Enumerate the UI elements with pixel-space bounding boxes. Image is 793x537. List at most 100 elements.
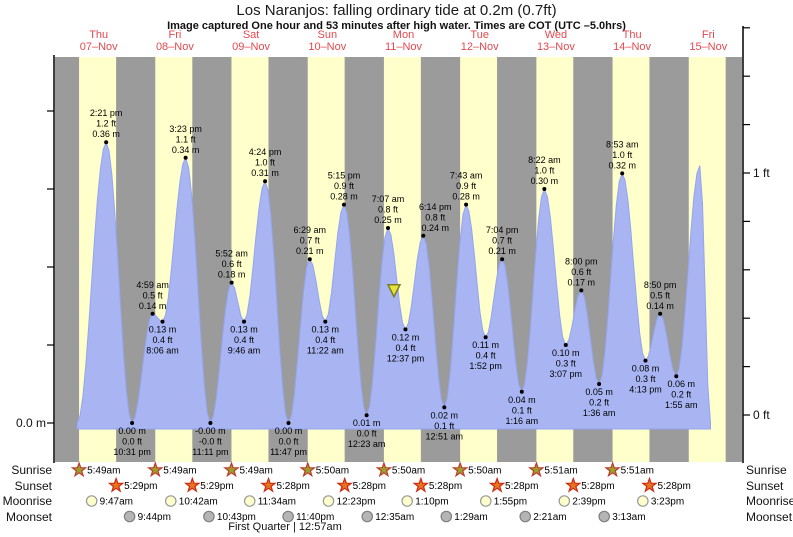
tide-point-label: 0.25 m bbox=[374, 215, 402, 225]
tide-point-label: 0.6 ft bbox=[571, 267, 592, 277]
sunrise-star-icon bbox=[70, 461, 88, 478]
tide-point-label: 12:51 am bbox=[426, 431, 464, 441]
tide-point-label: 0.0 ft bbox=[279, 437, 300, 447]
day-label-weekday: Thu bbox=[89, 29, 108, 41]
sunrise-star-icon bbox=[375, 461, 393, 478]
sunset-row-label-left: Sunset bbox=[14, 479, 52, 493]
sunrise-time: 5:49am bbox=[239, 466, 272, 477]
sunrise-time: 5:50am bbox=[316, 466, 349, 477]
tide-point-label: 1:52 pm bbox=[469, 361, 502, 371]
day-label-date: 14–Nov bbox=[613, 41, 651, 53]
tide-point-label: 0.18 m bbox=[218, 270, 246, 280]
tide-point-label: 0.00 m bbox=[118, 426, 146, 436]
day-label-date: 09–Nov bbox=[232, 41, 270, 53]
tide-point-label: 8:06 am bbox=[146, 346, 179, 356]
sunrise-star-icon bbox=[527, 461, 545, 478]
tide-point-dot bbox=[130, 421, 135, 425]
tide-point-label: 0.31 m bbox=[251, 168, 279, 178]
tide-point-label: 0.4 ft bbox=[234, 335, 255, 345]
tide-point-label: 0.3 ft bbox=[556, 359, 577, 369]
moonrise-time: 11:34am bbox=[258, 497, 296, 508]
sunrise-row-label-left: Sunrise bbox=[11, 463, 52, 477]
moonrise-time: 1:10pm bbox=[415, 497, 448, 508]
subtitle: Image captured One hour and 53 minutes a… bbox=[167, 20, 626, 32]
tide-point-label: 0.4 ft bbox=[315, 335, 336, 345]
tide-point-dot bbox=[286, 421, 291, 425]
tide-point-dot bbox=[208, 421, 213, 425]
tide-point-label: 11:11 pm bbox=[192, 447, 228, 457]
tide-point-dot bbox=[341, 202, 346, 207]
sunset-time: 5:28pm bbox=[276, 481, 309, 492]
tide-point-label: 0.05 m bbox=[585, 387, 613, 397]
moonrise-circle-icon bbox=[322, 495, 335, 507]
tide-point-label: 12:23 am bbox=[348, 439, 386, 449]
day-label-date: 12–Nov bbox=[461, 41, 499, 53]
tide-point-label: 1.2 ft bbox=[96, 119, 117, 129]
tide-point-label: 1:16 am bbox=[506, 416, 539, 426]
tide-point-label: 0.0 ft bbox=[122, 437, 143, 447]
tide-point-label: 8:53 am bbox=[606, 139, 639, 149]
day-label-weekday: Sat bbox=[243, 29, 260, 41]
tide-point-dot bbox=[403, 327, 408, 332]
moonset-circle-icon bbox=[440, 510, 453, 523]
tide-point-dot bbox=[620, 171, 625, 176]
day-label-weekday: Sun bbox=[318, 29, 338, 41]
tide-point-label: 0.24 m bbox=[422, 223, 450, 233]
tide-point-dot bbox=[597, 382, 602, 386]
tide-point-label: 1:36 am bbox=[583, 408, 616, 418]
tide-point-label: 0.1 ft bbox=[434, 421, 455, 431]
tide-point-dot bbox=[183, 155, 188, 160]
sunrise-star-icon bbox=[451, 461, 469, 478]
day-label-date: 15–Nov bbox=[689, 41, 727, 53]
day-label-date: 07–Nov bbox=[80, 41, 118, 53]
sunset-star-icon bbox=[564, 476, 582, 493]
tide-point-label: 0.34 m bbox=[172, 145, 200, 155]
tide-point-label: 5:52 am bbox=[215, 249, 248, 259]
sunrise-time: 5:49am bbox=[87, 466, 120, 477]
tide-point-label: 0.6 ft bbox=[222, 259, 243, 269]
tide-point-dot bbox=[323, 319, 328, 324]
sunset-time: 5:29pm bbox=[200, 481, 233, 492]
moonrise-circle-icon bbox=[164, 495, 177, 507]
moonrise-time: 9:47am bbox=[100, 497, 133, 508]
sunset-star-icon bbox=[336, 476, 354, 493]
moonrise-circle-icon bbox=[401, 495, 414, 507]
tide-point-label: 0.08 m bbox=[632, 364, 660, 374]
tide-point-label: 0.1 ft bbox=[512, 405, 533, 415]
moonrise-time: 3:23pm bbox=[651, 497, 684, 508]
sunset-star-icon bbox=[260, 476, 277, 493]
tide-point-label: 1:55 am bbox=[665, 400, 698, 410]
moonset-circle-icon bbox=[123, 510, 136, 523]
tide-point-label: 0.7 ft bbox=[492, 236, 513, 246]
tide-point-label: 0.8 ft bbox=[378, 205, 399, 215]
tide-point-label: 0.32 m bbox=[608, 160, 636, 170]
tide-point-label: 1.0 ft bbox=[534, 166, 555, 176]
tide-point-label: 8:22 am bbox=[528, 155, 561, 165]
sunset-time: 5:28pm bbox=[353, 481, 386, 492]
moon-phase-text: First Quarter | 12:57am bbox=[228, 521, 342, 533]
tide-point-label: 2:21 pm bbox=[90, 108, 123, 118]
moonrise-circle-icon bbox=[558, 495, 571, 507]
tide-point-label: 0.4 ft bbox=[153, 335, 174, 345]
tide-point-dot bbox=[579, 288, 584, 293]
tide-point-dot bbox=[643, 358, 648, 363]
day-label-weekday: Fri bbox=[702, 29, 715, 41]
tide-point-dot bbox=[229, 280, 234, 285]
tide-point-dot bbox=[160, 319, 165, 324]
tide-point-label: 7:43 am bbox=[450, 171, 483, 181]
tide-point-label: 0.9 ft bbox=[456, 181, 477, 191]
tide-point-label: 1.1 ft bbox=[176, 134, 197, 144]
tide-point-dot bbox=[464, 202, 469, 207]
tide-point-label: 0.10 m bbox=[552, 348, 580, 358]
tide-point-label: 6:14 pm bbox=[419, 202, 452, 212]
moonset-time: 9:44pm bbox=[138, 512, 171, 523]
sunrise-row-label-right: Sunrise bbox=[746, 463, 787, 477]
sunset-star-icon bbox=[107, 476, 125, 493]
tide-point-label: 4:24 pm bbox=[249, 147, 282, 157]
tide-point-label: 1.0 ft bbox=[255, 158, 276, 168]
page-title: Los Naranjos: falling ordinary tide at 0… bbox=[236, 2, 557, 19]
sunrise-star-icon bbox=[299, 461, 317, 478]
moonset-time: 10:43pm bbox=[217, 512, 256, 523]
